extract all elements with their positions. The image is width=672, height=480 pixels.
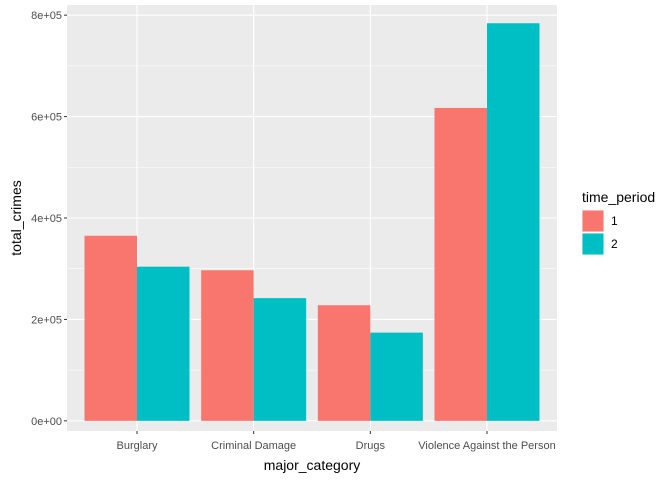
bars bbox=[84, 23, 540, 421]
y-tick-label: 0e+00 bbox=[31, 416, 62, 428]
legend-key bbox=[582, 210, 604, 232]
y-tick-label: 8e+05 bbox=[31, 10, 62, 22]
y-tick-label: 6e+05 bbox=[31, 112, 62, 124]
x-tick-label: Burglary bbox=[117, 440, 158, 452]
x-tick-label: Criminal Damage bbox=[211, 440, 296, 452]
bar bbox=[253, 298, 307, 421]
bar bbox=[370, 332, 423, 421]
bar bbox=[434, 107, 487, 421]
x-axis-title: major_category bbox=[264, 457, 361, 473]
x-tick-label: Drugs bbox=[356, 440, 386, 452]
bar bbox=[137, 266, 190, 421]
legend-label: 2 bbox=[611, 237, 618, 251]
bar bbox=[317, 305, 371, 421]
bar bbox=[487, 23, 540, 421]
x-tick-label: Violence Against the Person bbox=[418, 440, 555, 452]
x-axis: Burglary Criminal Damage Drugs Violence Aga… bbox=[117, 431, 556, 452]
legend-title: time_period bbox=[582, 189, 655, 205]
y-tick-label: 4e+05 bbox=[31, 213, 62, 225]
legend-key bbox=[582, 233, 604, 255]
y-axis-title: total_crimes bbox=[8, 180, 24, 255]
y-axis: 0e+00 2e+05 4e+05 6e+05 8e+05 bbox=[31, 10, 67, 428]
bar bbox=[84, 235, 137, 421]
legend-label: 1 bbox=[611, 214, 618, 228]
y-tick-label: 2e+05 bbox=[31, 314, 62, 326]
bar bbox=[201, 270, 254, 421]
legend: time_period 1 2 bbox=[582, 189, 655, 255]
